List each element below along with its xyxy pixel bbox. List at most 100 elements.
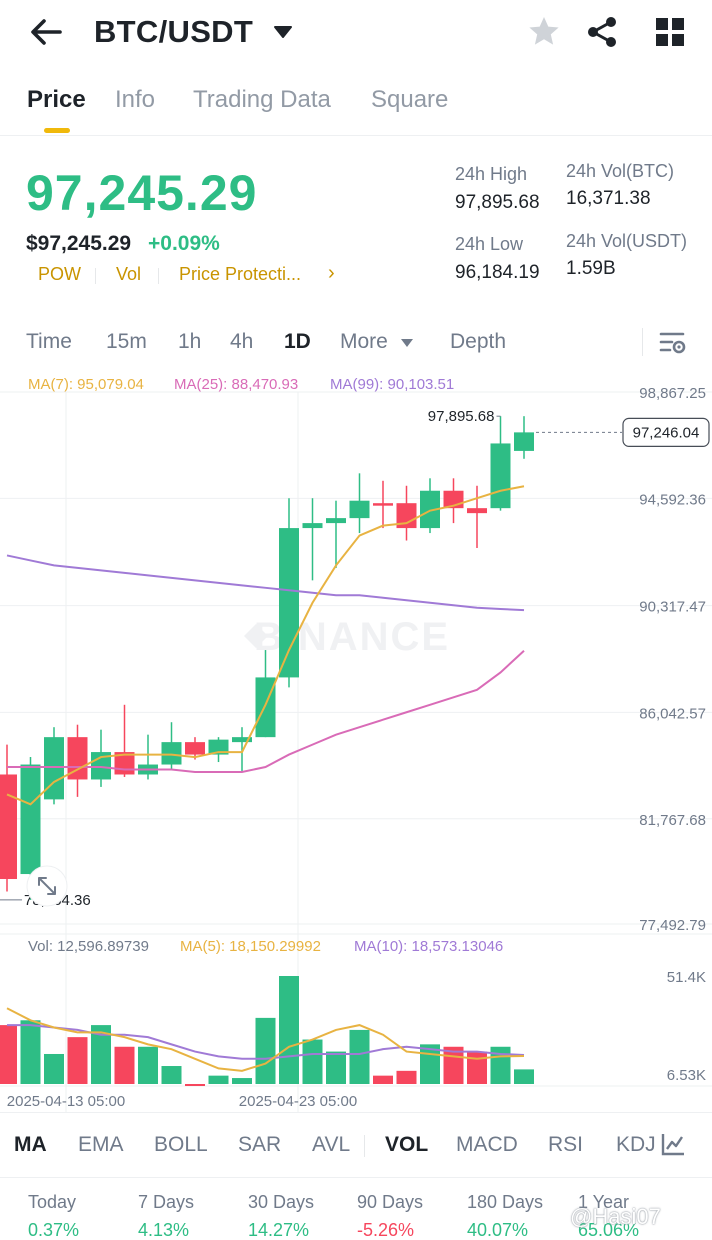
- candle-body: [161, 742, 182, 765]
- perf-1y-label: 1 Year: [578, 1192, 630, 1212]
- ma99-legend: MA(99): 90,103.51: [330, 376, 455, 393]
- perf-today-value: 0.37%: [28, 1220, 80, 1240]
- stat-24h-low-label: 24h Low: [455, 234, 524, 254]
- indicator-kdj[interactable]: KDJ: [616, 1133, 656, 1156]
- price-axis-label: 81,767.68: [639, 812, 706, 829]
- volume-bar: [514, 1069, 534, 1084]
- interval-more[interactable]: More: [340, 330, 388, 353]
- candle-body: [0, 774, 17, 880]
- stat-24h-high: 97,895.68: [455, 192, 540, 213]
- indicator-boll[interactable]: BOLL: [154, 1133, 208, 1156]
- perf-180d-label: 180 Days: [467, 1192, 544, 1212]
- price-axis-label: 86,042.57: [639, 705, 706, 722]
- candle-body: [490, 443, 511, 509]
- volume-legend: Vol: 12,596.89739: [28, 938, 149, 955]
- stat-24h-vol-usdt: 1.59B: [566, 258, 616, 279]
- ma25-line: [7, 650, 525, 773]
- binance-logo-icon: [244, 624, 268, 648]
- perf-7d-label: 7 Days: [138, 1192, 195, 1212]
- volume-bar: [161, 1066, 182, 1084]
- volume-bar: [208, 1075, 229, 1084]
- candle-body: [279, 528, 299, 678]
- indicator-ma[interactable]: MA: [14, 1133, 47, 1156]
- date-label: 2025-04-13 05:00: [7, 1093, 125, 1110]
- candle-body: [232, 737, 252, 743]
- volume-bar: [396, 1070, 417, 1084]
- volume-bar: [255, 1017, 276, 1084]
- volume-bar: [44, 1053, 64, 1084]
- indicator-macd[interactable]: MACD: [456, 1133, 518, 1156]
- candle-body: [208, 739, 229, 755]
- candle-body: [44, 737, 64, 800]
- vol-ma5-line: [6, 1007, 525, 1072]
- price-axis-label: 77,492.79: [639, 917, 706, 934]
- stat-24h-vol-btc-label: 24h Vol(BTC): [566, 161, 675, 181]
- high-marker-label: 97,895.68: [428, 408, 495, 425]
- ma99-line: [6, 554, 525, 612]
- interval-1d[interactable]: 1D: [284, 330, 311, 353]
- stat-24h-vol-usdt-label: 24h Vol(USDT): [566, 231, 688, 251]
- stat-24h-low: 96,184.19: [455, 262, 540, 283]
- perf-90d-value: -5.26%: [357, 1220, 415, 1240]
- tag-divider: [95, 268, 96, 284]
- indicator-vol[interactable]: VOL: [385, 1133, 429, 1156]
- interval-depth[interactable]: Depth: [450, 330, 507, 353]
- indicator-rsi[interactable]: RSI: [548, 1133, 584, 1156]
- tab-price[interactable]: Price: [27, 86, 86, 113]
- candlestick-chart[interactable]: BINANCE98,867.2594,592.3690,317.4786,042…: [0, 362, 712, 1112]
- ma25-legend: MA(25): 88,470.93: [174, 376, 299, 393]
- chevron-right-icon[interactable]: ›: [328, 262, 335, 284]
- price-change-percent: +0.09%: [148, 232, 220, 255]
- volume-bar: [114, 1046, 135, 1084]
- grid-menu-icon[interactable]: [652, 14, 688, 50]
- expand-arrows-icon: [38, 877, 56, 895]
- volume-bar: [373, 1075, 393, 1084]
- tag-pow[interactable]: POW: [38, 264, 81, 284]
- candle-body: [467, 508, 487, 514]
- indicator-ema[interactable]: EMA: [78, 1133, 124, 1156]
- stat-24h-vol-btc: 16,371.38: [566, 188, 651, 209]
- interval-1h[interactable]: 1h: [178, 330, 202, 353]
- volume-bar: [0, 1025, 17, 1084]
- indicator-sar[interactable]: SAR: [238, 1133, 282, 1156]
- chart-settings-icon[interactable]: [656, 328, 688, 358]
- back-arrow-icon[interactable]: [26, 14, 66, 50]
- vol-ma10-legend: MA(10): 18,573.13046: [354, 938, 504, 955]
- perf-180d-value: 40.07%: [467, 1220, 529, 1240]
- interval-4h[interactable]: 4h: [230, 330, 254, 353]
- candle-body: [326, 518, 346, 524]
- interval-bar: Time 15m 1h 4h 1D More Depth: [0, 322, 712, 362]
- active-tab-indicator: [44, 128, 70, 133]
- perf-30d-label: 30 Days: [248, 1192, 315, 1212]
- ma7-line: [6, 485, 525, 806]
- candle-body: [349, 500, 370, 519]
- volume-bar: [20, 1020, 41, 1084]
- interval-15m[interactable]: 15m: [106, 330, 147, 353]
- tag-price-protection[interactable]: Price Protecti...: [179, 264, 302, 284]
- tab-trading-data[interactable]: Trading Data: [193, 86, 331, 113]
- price-axis-label: 94,592.36: [639, 491, 706, 508]
- ma7-legend: MA(7): 95,079.04: [28, 376, 144, 393]
- volume-bar: [232, 1078, 252, 1084]
- perf-90d-label: 90 Days: [357, 1192, 424, 1212]
- indicator-settings-icon[interactable]: [660, 1131, 686, 1157]
- dropdown-caret-icon[interactable]: [272, 24, 294, 40]
- usd-price: $97,245.29: [26, 232, 132, 255]
- more-caret-icon[interactable]: [400, 338, 414, 348]
- volume-bar: [326, 1051, 346, 1084]
- candle-body: [185, 742, 205, 755]
- current-price-tag: 97,246.04: [633, 424, 700, 441]
- tab-info[interactable]: Info: [115, 86, 156, 113]
- indicator-avl[interactable]: AVL: [312, 1133, 351, 1156]
- tag-vol[interactable]: Vol: [116, 264, 142, 284]
- vol-ma5-legend: MA(5): 18,150.29992: [180, 938, 321, 955]
- volume-bar: [138, 1046, 158, 1084]
- trading-pair-title[interactable]: BTC/USDT: [94, 14, 254, 49]
- current-price-tag-box: [622, 417, 710, 447]
- interval-time[interactable]: Time: [26, 330, 72, 353]
- volume-bar: [349, 1029, 370, 1084]
- share-icon[interactable]: [584, 14, 620, 50]
- tab-square[interactable]: Square: [371, 86, 449, 113]
- page-tabs: Price Info Trading Data Square: [0, 84, 712, 136]
- star-icon[interactable]: [526, 14, 562, 50]
